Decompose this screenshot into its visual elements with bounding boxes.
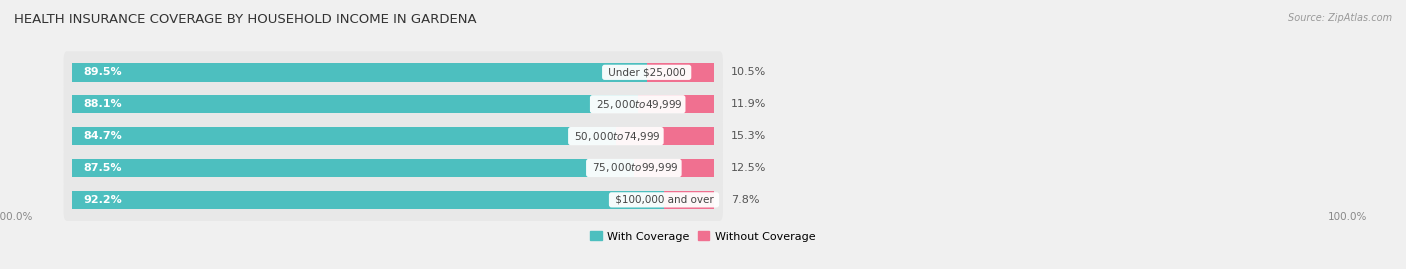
Text: 84.7%: 84.7% [83,131,122,141]
Bar [616,127,714,145]
Text: 100.0%: 100.0% [1327,213,1367,222]
Text: 87.5%: 87.5% [83,163,122,173]
FancyBboxPatch shape [63,147,723,189]
Text: Source: ZipAtlas.com: Source: ZipAtlas.com [1288,13,1392,23]
Bar [72,127,616,145]
Legend: With Coverage, Without Coverage: With Coverage, Without Coverage [586,227,820,246]
Text: 15.3%: 15.3% [731,131,766,141]
FancyBboxPatch shape [63,115,723,157]
Text: 92.2%: 92.2% [83,195,122,205]
Text: $25,000 to $49,999: $25,000 to $49,999 [592,98,683,111]
Text: 89.5%: 89.5% [83,67,122,77]
Bar [72,63,647,82]
Bar [664,191,714,209]
Text: $50,000 to $74,999: $50,000 to $74,999 [571,130,661,143]
Bar [634,159,714,177]
Text: 100.0%: 100.0% [0,213,34,222]
Bar [72,159,634,177]
Bar [638,95,714,114]
Text: 10.5%: 10.5% [731,67,766,77]
Text: 7.8%: 7.8% [731,195,759,205]
FancyBboxPatch shape [63,51,723,93]
Text: 88.1%: 88.1% [83,99,122,109]
Text: Under $25,000: Under $25,000 [605,67,689,77]
Text: $100,000 and over: $100,000 and over [612,195,717,205]
Bar [72,95,638,114]
FancyBboxPatch shape [63,83,723,125]
Text: 12.5%: 12.5% [731,163,766,173]
Text: HEALTH INSURANCE COVERAGE BY HOUSEHOLD INCOME IN GARDENA: HEALTH INSURANCE COVERAGE BY HOUSEHOLD I… [14,13,477,26]
Text: $75,000 to $99,999: $75,000 to $99,999 [589,161,679,175]
Text: 11.9%: 11.9% [731,99,766,109]
FancyBboxPatch shape [63,179,723,221]
Bar [647,63,714,82]
Bar [72,191,664,209]
